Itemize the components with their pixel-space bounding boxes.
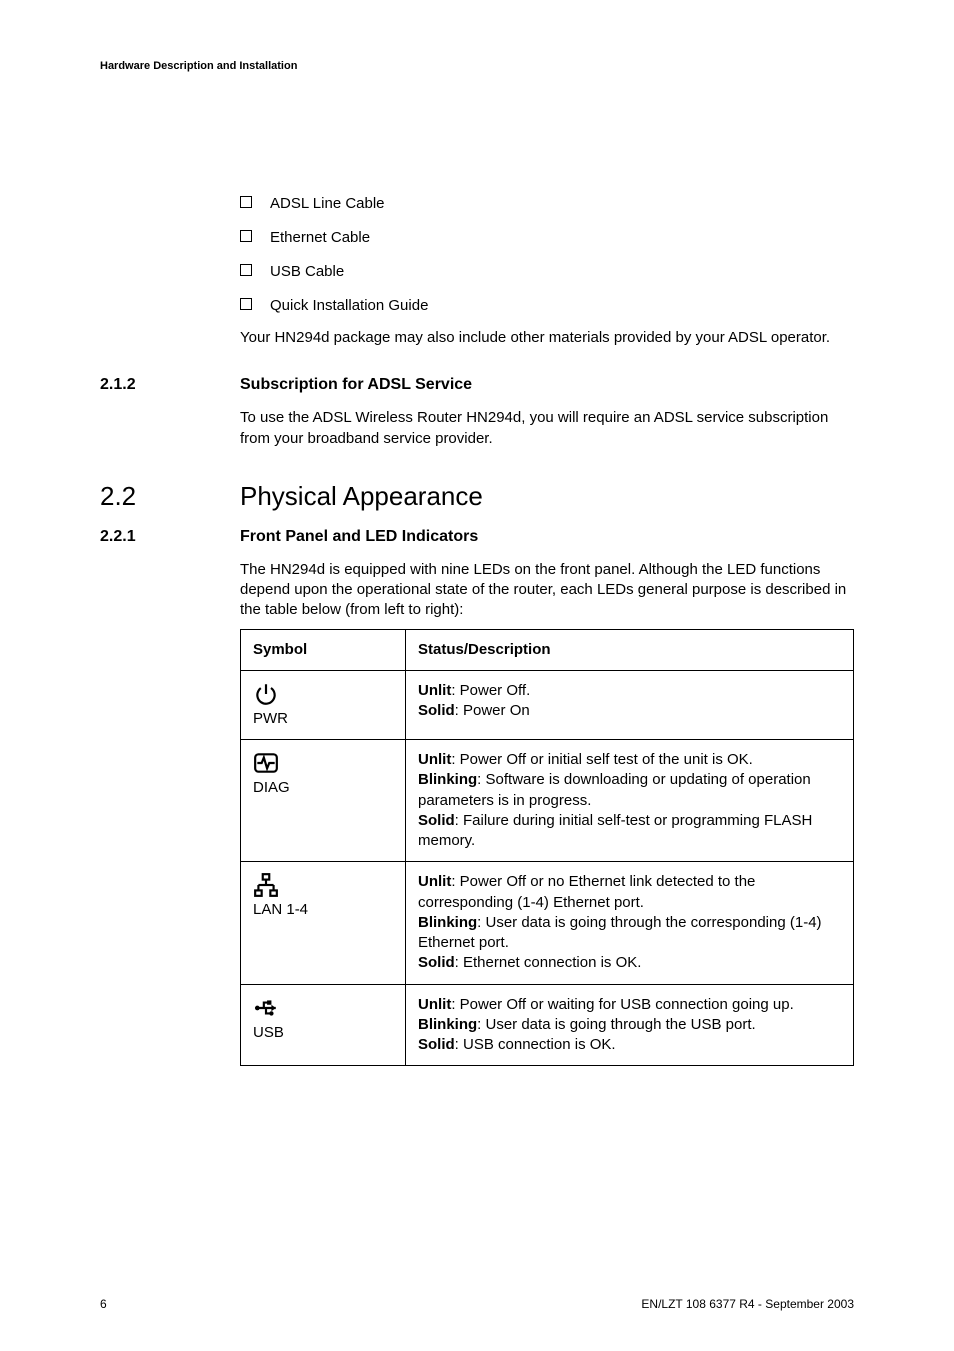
usb-icon xyxy=(253,995,279,1021)
page-number: 6 xyxy=(100,1297,107,1311)
page: Hardware Description and Installation AD… xyxy=(0,0,954,1351)
bullet-text: Ethernet Cable xyxy=(270,229,370,246)
status-cell-usb: Unlit: Power Off or waiting for USB conn… xyxy=(406,984,854,1066)
heading-2-2: 2.2 Physical Appearance xyxy=(100,481,854,512)
text: : Power On xyxy=(455,702,530,719)
power-icon xyxy=(253,681,279,707)
symbol-cell-lan: LAN 1-4 xyxy=(241,862,406,984)
heading-number: 2.2 xyxy=(100,481,240,512)
text: : Power Off. xyxy=(451,682,530,699)
bold: Blinking xyxy=(418,1016,477,1033)
heading-title: Subscription for ADSL Service xyxy=(240,376,472,394)
bold: Solid xyxy=(418,1036,455,1053)
table-row: USB Unlit: Power Off or waiting for USB … xyxy=(241,984,854,1066)
bold: Unlit xyxy=(418,682,451,699)
table-row: PWR Unlit: Power Off. Solid: Power On xyxy=(241,670,854,739)
text: : Ethernet connection is OK. xyxy=(455,954,642,971)
heading-title: Physical Appearance xyxy=(240,481,483,512)
text: : User data is going through the USB por… xyxy=(477,1016,756,1033)
th-status: Status/Description xyxy=(406,629,854,670)
bullet-text: Quick Installation Guide xyxy=(270,297,428,314)
symbol-cell-usb: USB xyxy=(241,984,406,1066)
bullet-icon xyxy=(240,230,252,242)
footer-docid: EN/LZT 108 6377 R4 - September 2003 xyxy=(641,1297,854,1311)
status-cell-lan: Unlit: Power Off or no Ethernet link det… xyxy=(406,862,854,984)
heading-number: 2.1.2 xyxy=(100,376,240,394)
table-row: DIAG Unlit: Power Off or initial self te… xyxy=(241,740,854,862)
bullet-icon xyxy=(240,196,252,208)
bullet-icon xyxy=(240,298,252,310)
running-header: Hardware Description and Installation xyxy=(100,60,854,72)
bullet-icon xyxy=(240,264,252,276)
text: : Failure during initial self-test or pr… xyxy=(418,812,812,849)
text: : Power Off or no Ethernet link detected… xyxy=(418,873,755,910)
symbol-cell-diag: DIAG xyxy=(241,740,406,862)
text: : USB connection is OK. xyxy=(455,1036,616,1053)
text: : Software is downloading or updating of… xyxy=(418,771,811,808)
bullet-item: Quick Installation Guide xyxy=(240,294,854,314)
bold: Unlit xyxy=(418,751,451,768)
bold: Solid xyxy=(418,954,455,971)
paragraph-package: Your HN294d package may also include oth… xyxy=(240,328,854,348)
symbol-label: PWR xyxy=(253,709,288,729)
led-table: Symbol Status/Description PWR Unlit: Pow… xyxy=(240,629,854,1067)
status-cell-diag: Unlit: Power Off or initial self test of… xyxy=(406,740,854,862)
pulse-icon xyxy=(253,750,279,776)
text: : Power Off or waiting for USB connectio… xyxy=(451,996,793,1013)
paragraph-subscription: To use the ADSL Wireless Router HN294d, … xyxy=(240,408,854,449)
bold: Blinking xyxy=(418,771,477,788)
table-row: LAN 1-4 Unlit: Power Off or no Ethernet … xyxy=(241,862,854,984)
bullet-text: USB Cable xyxy=(270,263,344,280)
heading-number: 2.2.1 xyxy=(100,528,240,546)
symbol-label: DIAG xyxy=(253,778,290,798)
text: : User data is going through the corresp… xyxy=(418,914,822,951)
heading-2-1-2: 2.1.2 Subscription for ADSL Service xyxy=(100,376,854,394)
bullet-item: Ethernet Cable xyxy=(240,226,854,246)
page-footer: 6 EN/LZT 108 6377 R4 - September 2003 xyxy=(100,1297,854,1311)
symbol-label: USB xyxy=(253,1023,284,1043)
paragraph-leds: The HN294d is equipped with nine LEDs on… xyxy=(240,560,854,621)
status-cell-pwr: Unlit: Power Off. Solid: Power On xyxy=(406,670,854,739)
bold: Unlit xyxy=(418,873,451,890)
symbol-label: LAN 1-4 xyxy=(253,900,308,920)
network-icon xyxy=(253,872,279,898)
bold: Blinking xyxy=(418,914,477,931)
bold: Solid xyxy=(418,702,455,719)
table-header-row: Symbol Status/Description xyxy=(241,629,854,670)
text: : Power Off or initial self test of the … xyxy=(451,751,753,768)
bullet-item: ADSL Line Cable xyxy=(240,192,854,212)
th-symbol: Symbol xyxy=(241,629,406,670)
bold: Solid xyxy=(418,812,455,829)
bullet-text: ADSL Line Cable xyxy=(270,195,385,212)
heading-title: Front Panel and LED Indicators xyxy=(240,528,478,546)
bullet-list: ADSL Line Cable Ethernet Cable USB Cable… xyxy=(240,192,854,348)
bold: Unlit xyxy=(418,996,451,1013)
heading-2-2-1: 2.2.1 Front Panel and LED Indicators xyxy=(100,528,854,546)
symbol-cell-pwr: PWR xyxy=(241,670,406,739)
bullet-item: USB Cable xyxy=(240,260,854,280)
